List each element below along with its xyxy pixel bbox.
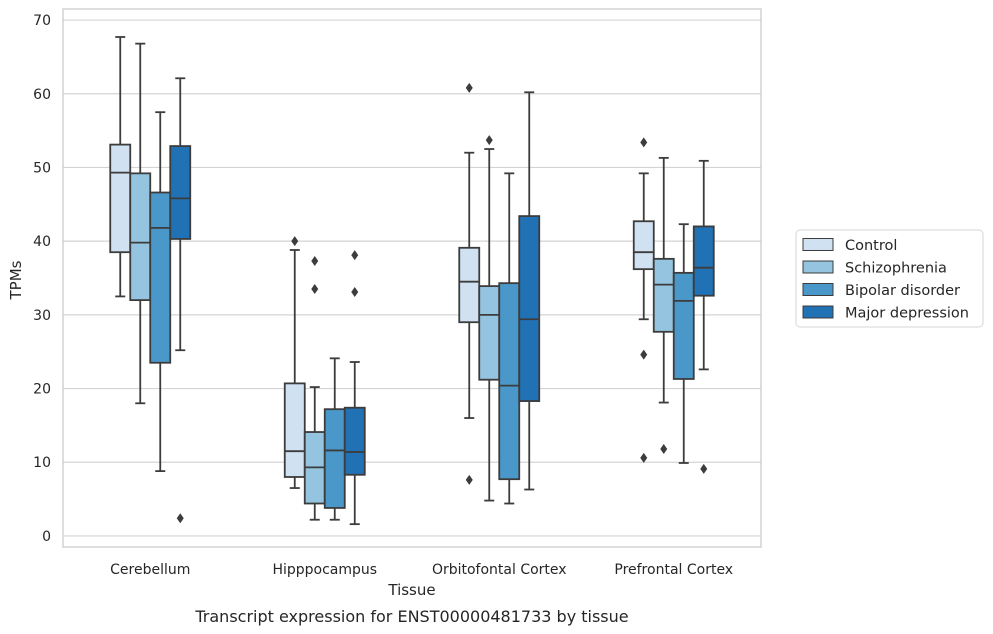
x-tick-label: Prefrontal Cortex bbox=[614, 562, 733, 578]
box-1-3 bbox=[343, 250, 366, 526]
box-0-3 bbox=[169, 77, 192, 524]
x-tick-label: Hipppocampus bbox=[272, 562, 377, 578]
y-tick-label: 0 bbox=[42, 529, 51, 545]
outlier-marker bbox=[485, 135, 493, 146]
box-iqr bbox=[478, 285, 501, 381]
box-2-2 bbox=[498, 172, 521, 505]
box-iqr bbox=[109, 143, 132, 254]
outlier-marker bbox=[465, 474, 473, 485]
outlier-marker bbox=[640, 137, 648, 148]
y-tick-label: 70 bbox=[33, 13, 51, 29]
legend-swatch bbox=[802, 238, 834, 251]
legend-item-label: Bipolar disorder bbox=[845, 283, 960, 299]
outlier-marker bbox=[640, 452, 648, 463]
y-tick-label: 60 bbox=[33, 87, 51, 103]
box-3-3 bbox=[692, 159, 715, 474]
box-1-0 bbox=[283, 236, 306, 489]
box-3-0 bbox=[632, 137, 655, 463]
box-0-0 bbox=[109, 36, 132, 298]
y-tick-label: 20 bbox=[33, 382, 51, 398]
outlier-marker bbox=[700, 463, 708, 474]
box-iqr bbox=[498, 282, 521, 481]
box-iqr bbox=[458, 246, 481, 324]
legend-swatch bbox=[802, 283, 834, 296]
boxes bbox=[109, 36, 715, 526]
box-iqr bbox=[652, 257, 675, 333]
box-iqr bbox=[129, 172, 152, 302]
x-tick-labels: Cerebellum Hipppocampus Orbitofontal Corte… bbox=[110, 562, 733, 578]
outlier-marker bbox=[640, 349, 648, 360]
outlier-marker bbox=[351, 250, 359, 261]
plot-frame bbox=[62, 8, 762, 548]
box-1-1 bbox=[303, 256, 326, 521]
box-iqr bbox=[692, 225, 715, 297]
box-iqr bbox=[149, 191, 172, 364]
outlier-marker bbox=[311, 284, 319, 295]
box-iqr bbox=[632, 220, 655, 271]
box-2-0 bbox=[458, 82, 481, 485]
y-tick-labels: 0 10 20 30 40 50 60 70 bbox=[33, 13, 51, 545]
box-2-1 bbox=[478, 135, 501, 502]
chart-caption: Transcript expression for ENST0000048173… bbox=[194, 607, 628, 626]
y-tick-label: 10 bbox=[33, 455, 51, 471]
legend-item-label: Major depression bbox=[845, 306, 969, 322]
box-iqr bbox=[343, 406, 366, 476]
legend-item-label: Schizophrenia bbox=[845, 261, 947, 277]
box-iqr bbox=[518, 215, 541, 402]
box-3-2 bbox=[672, 223, 695, 464]
x-tick-label: Orbitofontal Cortex bbox=[432, 562, 567, 578]
outlier-marker bbox=[351, 287, 359, 298]
box-3-1 bbox=[652, 156, 675, 454]
legend: Control Schizophrenia Bipolar disorder Majo… bbox=[795, 229, 984, 328]
box-1-2 bbox=[323, 357, 346, 521]
box-iqr bbox=[283, 382, 306, 478]
x-tick-label: Cerebellum bbox=[110, 562, 190, 578]
legend-swatch bbox=[802, 260, 834, 274]
box-iqr bbox=[323, 408, 346, 509]
box-iqr bbox=[169, 145, 192, 240]
box-0-2 bbox=[149, 111, 172, 472]
legend-frame bbox=[795, 229, 984, 328]
y-tick-label: 30 bbox=[33, 308, 51, 324]
outlier-marker bbox=[660, 443, 668, 454]
outlier-marker bbox=[465, 82, 473, 93]
legend-swatch bbox=[802, 305, 834, 319]
x-axis-label: Tissue bbox=[387, 581, 435, 599]
outlier-marker bbox=[311, 256, 319, 267]
y-tick-label: 40 bbox=[33, 234, 51, 250]
outlier-marker bbox=[176, 513, 184, 524]
y-tick-label: 50 bbox=[33, 160, 51, 176]
outlier-marker bbox=[291, 236, 299, 247]
legend-item-label: Control bbox=[845, 238, 897, 254]
box-2-3 bbox=[518, 91, 541, 491]
box-iqr bbox=[672, 271, 695, 380]
y-axis-label: TPMs bbox=[7, 260, 25, 300]
box-0-1 bbox=[129, 42, 152, 405]
